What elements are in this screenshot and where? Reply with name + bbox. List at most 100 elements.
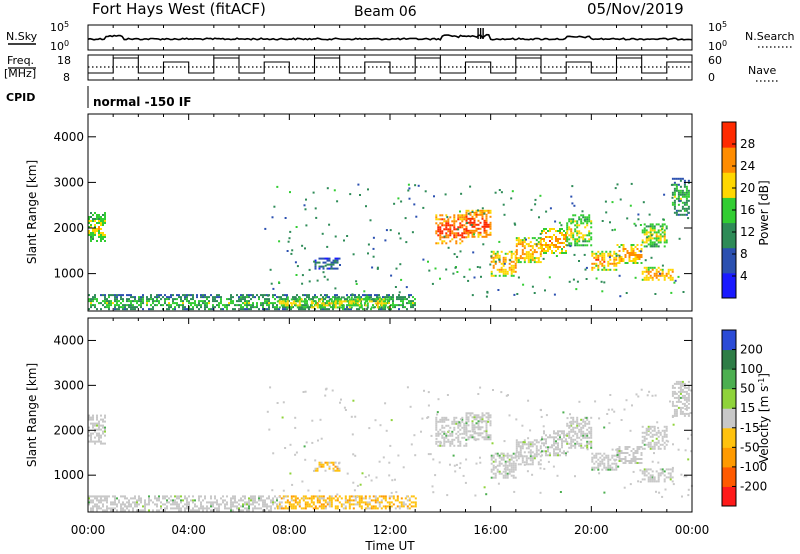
power-echo-cell [622,244,625,246]
power-echo-cell [248,302,250,305]
power-echo-cell [324,302,326,305]
power-echo-cell [142,300,144,303]
power-echo-cell [326,294,328,297]
velocity-scatter-cell [311,419,314,422]
power-echo-cell [586,240,589,243]
power-echo-cell [90,238,92,240]
velocity-echo-cell [490,462,493,465]
velocity-scatter-cell [569,425,572,428]
power-echo-cell [683,207,686,210]
velocity-scatter-cell [427,453,430,456]
power-echo-cell [322,302,325,305]
power-echo-cell [675,209,678,212]
power-echo-cell [100,220,102,222]
power-scatter-cell [460,192,463,195]
power-echo-cell [262,306,264,309]
velocity-echo-cell [214,501,216,504]
power-echo-cell [565,240,567,242]
velocity-echo-cell [514,476,517,479]
power-echo-cell [521,243,524,246]
power-echo-cell [340,306,343,309]
power-echo-cell [687,195,690,198]
velocity-echo-cell [190,509,192,512]
power-echo-cell [318,300,321,303]
velocity-echo-cell [580,422,583,425]
velocity-echo-cell [673,408,676,411]
velocity-echo-cell [465,438,468,441]
velocity-echo-cell [653,441,656,444]
velocity-echo-cell [643,431,646,434]
power-echo-cell [615,252,618,255]
power-echo-cell [498,268,501,271]
velocity-echo-cell [286,501,289,504]
power-echo-cell [318,298,320,301]
power-echo-cell [645,231,648,234]
velocity-scatter-cell [458,421,461,424]
power-echo-cell [449,226,452,229]
velocity-echo-cell [521,447,524,450]
power-echo-cell [441,214,444,217]
velocity-echo-cell [494,460,497,463]
power-echo-cell [142,302,144,305]
power-echo-cell [250,298,252,301]
velocity-echo-cell [150,499,152,502]
velocity-echo-cell [549,454,551,457]
power-scatter-cell [570,195,573,198]
velocity-echo-cell [605,468,608,471]
power-echo-cell [529,259,532,262]
velocity-echo-cell [128,501,130,504]
power-echo-cell [535,251,538,254]
power-echo-cell [483,229,486,232]
velocity-echo-cell [661,470,664,473]
power-echo-cell [230,296,232,299]
power-colorbar-swatch [722,197,736,224]
power-echo-cell [364,302,366,305]
power-echo-cell [603,264,606,267]
power-echo-cell [186,308,188,311]
velocity-echo-cell [461,432,464,435]
velocity-scatter-cell [685,475,688,478]
power-echo-cell [306,294,308,297]
velocity-echo-cell [384,499,387,502]
velocity-echo-cell [643,435,646,438]
power-echo-cell [591,250,594,253]
velocity-echo-cell [508,454,511,457]
power-scatter-cell [650,245,653,248]
power-echo-cell [655,276,658,279]
velocity-echo-cell [489,422,492,425]
power-echo-cell [174,302,176,305]
cpid-panel: CPID normal -150 IF [6,86,191,109]
velocity-echo-cell [328,461,331,464]
velocity-echo-cell [435,428,438,431]
power-echo-cell [634,254,637,256]
power-echo-cell [242,294,244,297]
velocity-scatter-cell [515,418,518,421]
power-echo-cell [246,300,248,303]
power-echo-cell [655,274,658,277]
power-echo-cell [467,221,470,224]
power-echo-cell [455,234,458,237]
power-echo-cell [366,304,369,307]
velocity-echo-cell [655,433,658,436]
velocity-echo-cell [535,449,538,452]
power-echo-cell [461,214,464,217]
power-scatter-cell [476,266,479,268]
velocity-echo-cell [582,420,585,423]
velocity-scatter-cell [529,429,532,432]
power-echo-cell [182,302,184,305]
power-echo-cell [465,209,468,212]
power-echo-cell [240,308,242,311]
velocity-echo-cell [222,501,224,504]
power-colorbar-tick-label: 4 [740,269,748,283]
velocity-echo-cell [406,505,409,508]
power-echo-cell [483,227,486,230]
power-echo-cell [574,230,577,233]
power-echo-cell [240,296,242,299]
power-echo-cell [306,300,308,303]
power-echo-cell [584,220,587,223]
velocity-echo-cell [168,497,170,500]
power-echo-cell [601,258,604,261]
velocity-echo-cell [455,422,458,425]
power-echo-cell [563,252,565,254]
velocity-echo-cell [220,503,222,506]
